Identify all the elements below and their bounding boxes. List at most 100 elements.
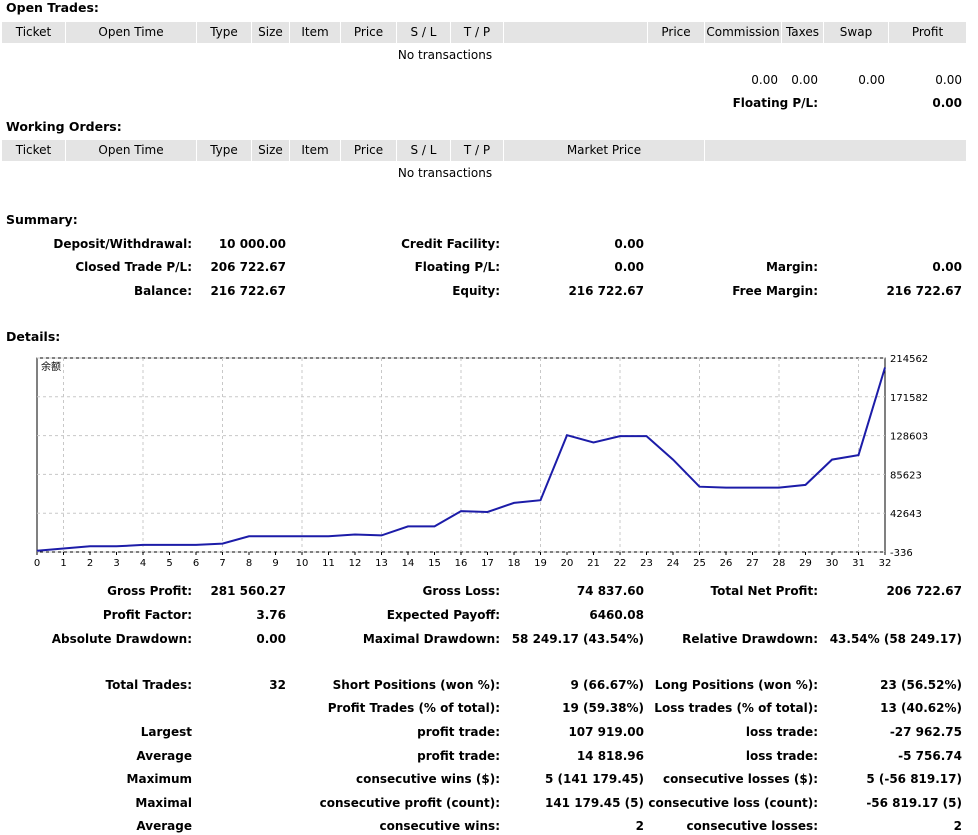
col-open-time[interactable]: Open Time (66, 22, 197, 43)
x-tick-label: 7 (219, 558, 225, 569)
detail-label: Total Trades: (105, 678, 192, 692)
free-margin-label: Free Margin: (732, 284, 818, 298)
detail-value: 2 (635, 819, 644, 833)
x-tick-label: 10 (296, 558, 309, 569)
detail-value: 141 179.45 (5) (544, 796, 644, 810)
detail-label: Total Net Profit: (710, 584, 818, 598)
x-tick-label: 24 (667, 558, 680, 569)
col-open-time[interactable]: Open Time (66, 140, 197, 161)
balance-label: Balance: (133, 284, 192, 298)
y-tick-label: -336 (890, 548, 913, 559)
detail-label: consecutive wins: (379, 819, 500, 833)
col-size[interactable]: Size (252, 140, 290, 161)
free-margin-value: 216 722.67 (886, 284, 962, 298)
x-tick-label: 32 (879, 558, 892, 569)
x-tick-label: 12 (349, 558, 362, 569)
detail-label: Profit Trades (% of total): (327, 701, 500, 715)
detail-label: profit trade: (417, 749, 500, 763)
col-type[interactable]: Type (197, 140, 252, 161)
total-taxes: 0.00 (791, 73, 818, 87)
margin-label: Margin: (765, 260, 818, 274)
detail-label: consecutive wins ($): (355, 772, 500, 786)
balance-value: 216 722.67 (210, 284, 286, 298)
col-ticket[interactable]: Ticket (2, 22, 66, 43)
detail-label: Expected Payoff: (386, 608, 500, 622)
detail-label: Average (136, 819, 192, 833)
col-sl[interactable]: S / L (397, 22, 451, 43)
detail-label: Profit Factor: (102, 608, 192, 622)
deposit-value: 10 000.00 (218, 237, 286, 251)
detail-label: profit trade: (417, 725, 500, 739)
col-swap[interactable]: Swap (824, 22, 889, 43)
col-size[interactable]: Size (252, 22, 290, 43)
balance-line (36, 367, 886, 552)
col-taxes[interactable]: Taxes (782, 22, 824, 43)
x-tick-label: 9 (272, 558, 278, 569)
col-tp[interactable]: T / P (451, 140, 504, 161)
detail-value: 107 919.00 (568, 725, 644, 739)
detail-label: Absolute Drawdown: (51, 632, 192, 646)
detail-value: 0.00 (256, 632, 286, 646)
col-commission[interactable]: Commission (705, 22, 782, 43)
x-tick-label: 28 (773, 558, 786, 569)
y-tick-label: 214562 (890, 354, 928, 365)
col-item[interactable]: Item (290, 22, 341, 43)
detail-value: 23 (56.52%) (880, 678, 962, 692)
x-tick-label: 27 (746, 558, 759, 569)
x-tick-label: 15 (428, 558, 441, 569)
chart-title: 余额 (41, 360, 61, 373)
margin-value: 0.00 (932, 260, 962, 274)
col-type[interactable]: Type (197, 22, 252, 43)
detail-value: 206 722.67 (886, 584, 962, 598)
detail-label: loss trade: (745, 725, 818, 739)
col-price[interactable]: Price (341, 140, 397, 161)
x-tick-label: 11 (322, 558, 335, 569)
detail-label: Maximal (135, 796, 192, 810)
x-tick-label: 14 (402, 558, 415, 569)
col-ticket[interactable]: Ticket (2, 140, 66, 161)
open-floating-label: Floating P/L: (732, 96, 818, 110)
working-orders-title: Working Orders: (6, 119, 122, 134)
floating-pl-label: Floating P/L: (414, 260, 500, 274)
details-title: Details: (6, 329, 61, 344)
col-blank (504, 22, 648, 43)
col-market-price[interactable]: Market Price (504, 140, 705, 161)
x-tick-label: 2 (87, 558, 93, 569)
col-item[interactable]: Item (290, 140, 341, 161)
detail-label: Largest (140, 725, 192, 739)
detail-value: 74 837.60 (576, 584, 644, 598)
y-tick-label: 171582 (890, 393, 928, 404)
total-profit: 0.00 (935, 73, 962, 87)
detail-value: 5 (-56 819.17) (866, 772, 962, 786)
detail-value: 3.76 (256, 608, 286, 622)
closed-pl-value: 206 722.67 (210, 260, 286, 274)
col-profit[interactable]: Profit (911, 25, 944, 39)
detail-label: Average (136, 749, 192, 763)
detail-value: 13 (40.62%) (880, 701, 962, 715)
x-tick-label: 20 (561, 558, 574, 569)
detail-label: Maximal Drawdown: (362, 632, 500, 646)
total-commission: 0.00 (751, 73, 778, 87)
x-tick-label: 0 (34, 558, 40, 569)
detail-value: 9 (66.67%) (570, 678, 644, 692)
detail-value: 43.54% (58 249.17) (829, 632, 962, 646)
col-price[interactable]: Price (341, 22, 397, 43)
floating-pl-value: 0.00 (614, 260, 644, 274)
detail-label: consecutive losses ($): (662, 772, 818, 786)
credit-label: Credit Facility: (401, 237, 500, 251)
col-sl[interactable]: S / L (397, 140, 451, 161)
x-tick-label: 22 (614, 558, 627, 569)
col-blank (705, 140, 966, 161)
x-tick-label: 31 (852, 558, 865, 569)
y-tick-label: 85623 (890, 470, 922, 481)
detail-value: 6460.08 (589, 608, 644, 622)
x-tick-label: 29 (799, 558, 812, 569)
detail-label: consecutive losses: (686, 819, 818, 833)
detail-value: 19 (59.38%) (562, 701, 644, 715)
x-tick-label: 26 (720, 558, 733, 569)
x-tick-label: 23 (640, 558, 653, 569)
col-close-price[interactable]: Price (648, 22, 705, 43)
credit-value: 0.00 (614, 237, 644, 251)
col-tp[interactable]: T / P (451, 22, 504, 43)
